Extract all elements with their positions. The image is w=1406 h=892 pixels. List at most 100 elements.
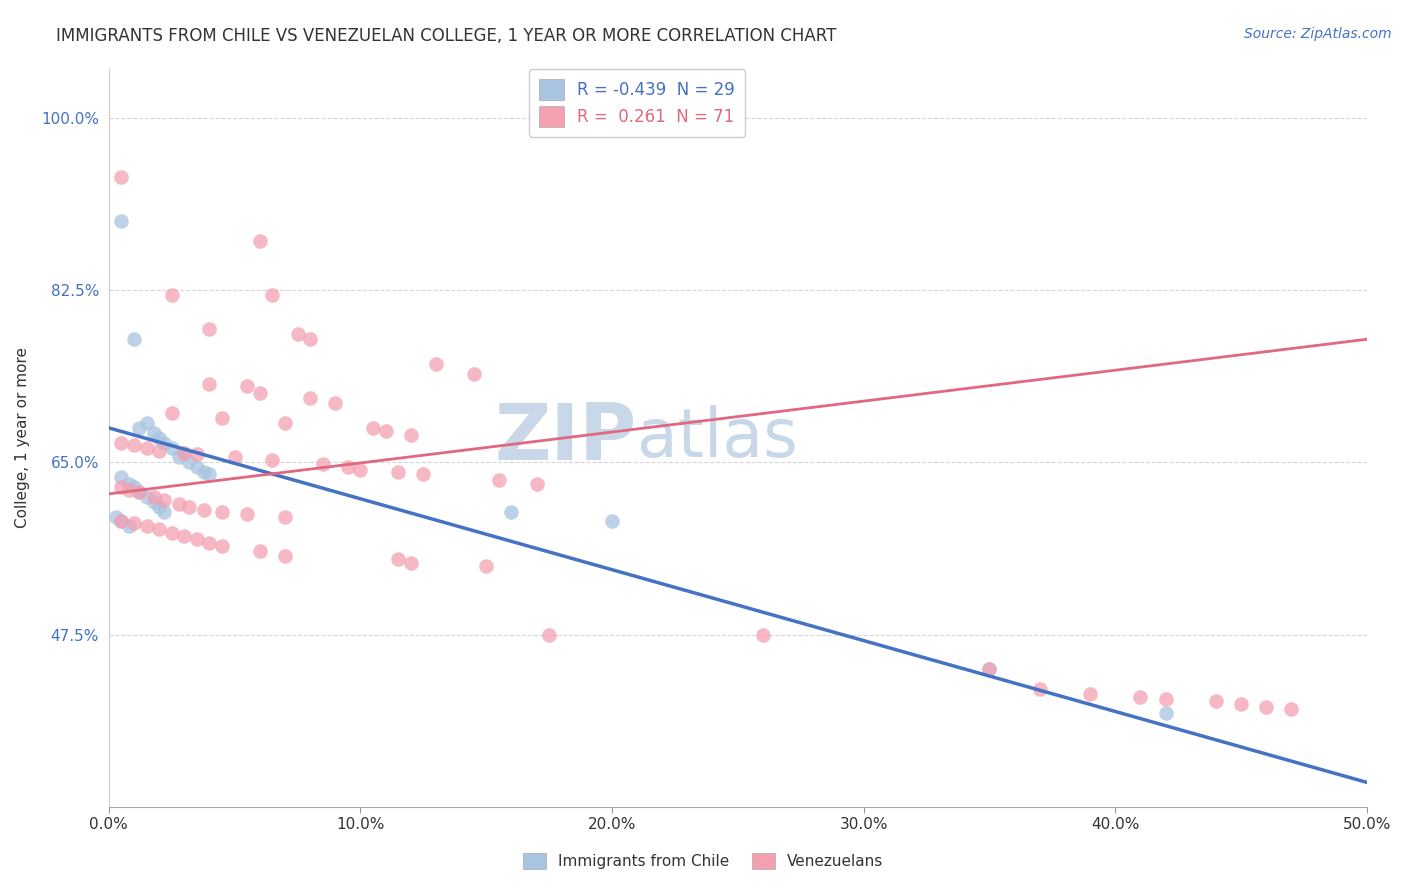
Point <box>193 502 215 516</box>
Point <box>169 497 191 511</box>
Point <box>979 662 1001 676</box>
Point <box>361 421 384 435</box>
Point <box>198 376 221 391</box>
Point <box>186 532 208 546</box>
Point <box>349 463 371 477</box>
Point <box>752 628 775 642</box>
Point <box>1154 691 1177 706</box>
Point <box>399 556 422 570</box>
Point <box>122 332 145 346</box>
Point <box>538 628 561 642</box>
Point <box>122 480 145 494</box>
Point <box>160 288 183 302</box>
Point <box>110 515 132 529</box>
Point <box>186 460 208 475</box>
Point <box>135 416 157 430</box>
Point <box>1078 687 1101 701</box>
Point <box>198 536 221 550</box>
Point <box>249 544 271 558</box>
Point <box>262 453 284 467</box>
Point <box>211 539 233 553</box>
Point <box>224 450 246 465</box>
Point <box>110 214 132 228</box>
Point <box>160 441 183 455</box>
Point <box>135 441 157 455</box>
Text: atlas: atlas <box>637 405 799 471</box>
Point <box>299 392 322 406</box>
Point <box>135 490 157 504</box>
Point <box>153 492 176 507</box>
Legend: Immigrants from Chile, Venezuelans: Immigrants from Chile, Venezuelans <box>516 847 890 875</box>
Point <box>198 467 221 482</box>
Point <box>118 483 141 497</box>
Point <box>135 519 157 533</box>
Point <box>488 473 510 487</box>
Point <box>143 490 166 504</box>
Point <box>110 480 132 494</box>
Legend: R = -0.439  N = 29, R =  0.261  N = 71: R = -0.439 N = 29, R = 0.261 N = 71 <box>529 70 745 136</box>
Text: IMMIGRANTS FROM CHILE VS VENEZUELAN COLLEGE, 1 YEAR OR MORE CORRELATION CHART: IMMIGRANTS FROM CHILE VS VENEZUELAN COLL… <box>56 27 837 45</box>
Point <box>179 500 201 514</box>
Point <box>312 458 335 472</box>
Point <box>262 288 284 302</box>
Point <box>236 507 259 521</box>
Point <box>110 435 132 450</box>
Point <box>105 509 128 524</box>
Point <box>118 519 141 533</box>
Point <box>148 500 170 514</box>
Point <box>1129 690 1152 704</box>
Point <box>236 378 259 392</box>
Point <box>169 450 191 465</box>
Point <box>148 522 170 536</box>
Point <box>274 549 297 563</box>
Point <box>425 357 447 371</box>
Point <box>153 505 176 519</box>
Point <box>387 552 409 566</box>
Point <box>153 435 176 450</box>
Point <box>979 662 1001 676</box>
Point <box>1154 706 1177 721</box>
Point <box>186 448 208 462</box>
Point <box>211 505 233 519</box>
Point <box>128 484 150 499</box>
Point <box>600 515 623 529</box>
Point <box>463 367 485 381</box>
Point <box>110 470 132 484</box>
Point <box>193 465 215 479</box>
Point <box>160 406 183 420</box>
Point <box>128 421 150 435</box>
Point <box>160 526 183 541</box>
Point <box>412 467 434 482</box>
Point <box>1256 699 1278 714</box>
Point <box>110 169 132 184</box>
Point <box>399 427 422 442</box>
Text: ZIP: ZIP <box>495 400 637 475</box>
Point <box>143 495 166 509</box>
Point <box>501 505 523 519</box>
Point <box>128 484 150 499</box>
Point <box>1279 701 1302 715</box>
Point <box>122 437 145 451</box>
Point <box>198 322 221 336</box>
Point <box>336 460 359 475</box>
Point <box>211 411 233 425</box>
Point <box>374 424 396 438</box>
Point <box>323 396 346 410</box>
Point <box>173 445 195 459</box>
Point <box>148 443 170 458</box>
Point <box>118 477 141 491</box>
Point <box>1029 681 1052 696</box>
Point <box>179 455 201 469</box>
Text: Source: ZipAtlas.com: Source: ZipAtlas.com <box>1244 27 1392 41</box>
Point <box>1205 693 1227 707</box>
Point <box>110 515 132 529</box>
Point <box>249 386 271 401</box>
Y-axis label: College, 1 year or more: College, 1 year or more <box>15 347 30 528</box>
Point <box>143 425 166 440</box>
Point <box>1230 697 1253 711</box>
Point <box>274 509 297 524</box>
Point <box>173 445 195 459</box>
Point <box>173 529 195 543</box>
Point <box>249 234 271 248</box>
Point <box>122 516 145 531</box>
